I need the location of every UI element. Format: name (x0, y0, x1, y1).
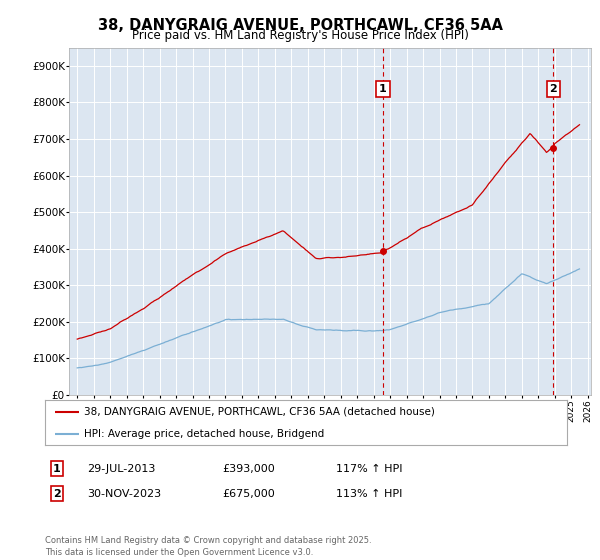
Text: 30-NOV-2023: 30-NOV-2023 (87, 489, 161, 499)
Text: £393,000: £393,000 (222, 464, 275, 474)
Text: 2: 2 (53, 489, 61, 499)
Text: 29-JUL-2013: 29-JUL-2013 (87, 464, 155, 474)
Text: 1: 1 (53, 464, 61, 474)
Text: HPI: Average price, detached house, Bridgend: HPI: Average price, detached house, Brid… (84, 429, 325, 439)
Text: 38, DANYGRAIG AVENUE, PORTHCAWL, CF36 5AA (detached house): 38, DANYGRAIG AVENUE, PORTHCAWL, CF36 5A… (84, 407, 435, 417)
Text: 1: 1 (379, 84, 387, 94)
Text: 2: 2 (550, 84, 557, 94)
Text: 113% ↑ HPI: 113% ↑ HPI (336, 489, 403, 499)
Text: Price paid vs. HM Land Registry's House Price Index (HPI): Price paid vs. HM Land Registry's House … (131, 29, 469, 42)
Text: £675,000: £675,000 (222, 489, 275, 499)
Text: 117% ↑ HPI: 117% ↑ HPI (336, 464, 403, 474)
Text: Contains HM Land Registry data © Crown copyright and database right 2025.
This d: Contains HM Land Registry data © Crown c… (45, 536, 371, 557)
Text: 38, DANYGRAIG AVENUE, PORTHCAWL, CF36 5AA: 38, DANYGRAIG AVENUE, PORTHCAWL, CF36 5A… (97, 18, 503, 33)
